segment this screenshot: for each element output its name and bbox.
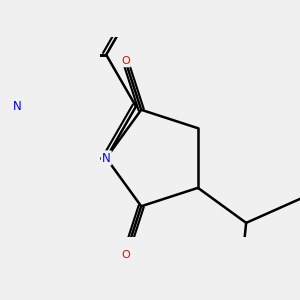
Text: O: O	[121, 56, 130, 66]
Text: N: N	[102, 152, 111, 164]
Text: O: O	[121, 250, 130, 260]
Text: N: N	[12, 100, 21, 113]
